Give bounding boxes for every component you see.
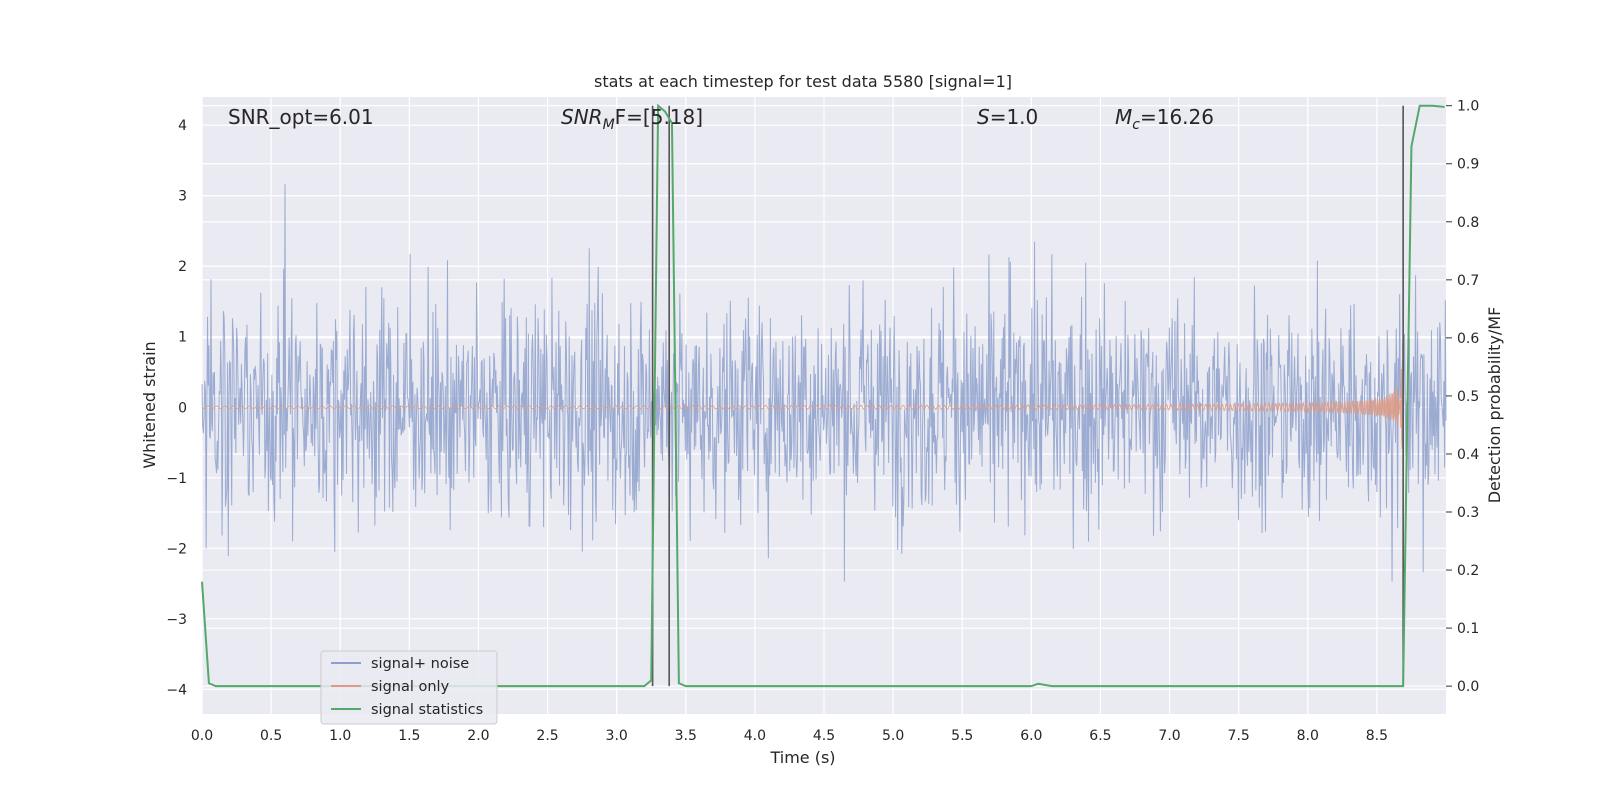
snr-mf-annotation: SNRMF=[5.18] <box>561 105 703 133</box>
y-right-tick-label: 0.9 <box>1457 157 1479 173</box>
y-tick-label: 1 <box>178 330 187 346</box>
legend-box <box>320 650 498 725</box>
x-tick-label: 0.5 <box>260 728 282 744</box>
y-tick-label: 2 <box>178 259 187 275</box>
mc-annotation: Mc=16.26 <box>1115 105 1214 133</box>
legend: signal+ noise signal only signal statist… <box>320 650 498 725</box>
x-tick-label: 7.5 <box>1228 728 1250 744</box>
x-tick-label: 8.5 <box>1366 728 1388 744</box>
series-signal-only <box>201 343 1404 449</box>
series-signal-noise <box>201 184 1447 582</box>
x-tick-label: 2.0 <box>467 728 489 744</box>
snr-mf-sub: M <box>603 117 615 133</box>
y-tick-label: −2 <box>166 541 187 557</box>
x-axis-label: Time (s) <box>769 748 835 767</box>
x-tick-label: 5.5 <box>951 728 973 744</box>
signal-statistics-line <box>201 103 1445 688</box>
x-tick-label: 4.5 <box>813 728 835 744</box>
mc-main: M <box>1115 105 1132 129</box>
y-tick-label: −3 <box>166 612 187 628</box>
mc-rest: =16.26 <box>1140 105 1214 129</box>
mc-sub: c <box>1132 117 1140 133</box>
y-tick-label: −4 <box>166 682 187 698</box>
x-tick-label: 6.0 <box>1020 728 1042 744</box>
legend-label-signal-statistics: signal statistics <box>371 702 483 718</box>
y-right-tick-label: 0.3 <box>1457 505 1479 521</box>
signal-only-line <box>201 343 1404 449</box>
legend-label-signal-noise: signal+ noise <box>371 656 469 672</box>
x-tick-label: 3.5 <box>675 728 697 744</box>
x-tick-label: 4.0 <box>744 728 766 744</box>
signal-noise-line <box>201 184 1447 582</box>
x-tick-label: 6.5 <box>1089 728 1111 744</box>
y-right-tick-label: 0.1 <box>1457 621 1479 637</box>
y-right-tick-label: 0.5 <box>1457 389 1479 405</box>
snr-opt-annotation: SNR_opt=6.01 <box>228 105 374 129</box>
y-right-tick-label: 0.7 <box>1457 273 1479 289</box>
y-right-tick-label: 1.0 <box>1457 99 1479 115</box>
x-tick-label: 0.0 <box>191 728 213 744</box>
snr-mf-rest: F=[5.18] <box>615 105 703 129</box>
y-tick-label: 4 <box>178 118 187 134</box>
axis-ticks: 0.0 0.5 1.0 1.5 2.0 2.5 3.0 3.5 4.0 4.5 5.0 5.5 6.0 6… <box>166 99 1479 744</box>
y-axis-label: Whitened strain <box>140 341 159 468</box>
chart-title: stats at each timestep for test data 558… <box>594 72 1012 91</box>
y-axis-right-label: Detection probability/MF <box>1485 307 1504 504</box>
x-tick-label: 2.5 <box>536 728 558 744</box>
y-tick-label: −1 <box>166 471 187 487</box>
s-rest: =1.0 <box>990 105 1039 129</box>
y-right-tick-label: 0.6 <box>1457 331 1479 347</box>
y-right-tick-label: 0.2 <box>1457 563 1479 579</box>
s-main: S <box>977 105 990 129</box>
x-tick-label: 1.0 <box>329 728 351 744</box>
x-tick-label: 1.5 <box>398 728 420 744</box>
y-right-tick-label: 0.4 <box>1457 447 1479 463</box>
x-tick-label: 8.0 <box>1297 728 1319 744</box>
y-tick-label: 3 <box>178 189 187 205</box>
s-annotation: S=1.0 <box>977 105 1038 129</box>
series-signal-statistics <box>201 103 1445 688</box>
snr-mf-main: SNR <box>561 105 603 129</box>
x-tick-label: 5.0 <box>882 728 904 744</box>
y-tick-label: 0 <box>178 400 187 416</box>
x-tick-label: 7.0 <box>1158 728 1180 744</box>
legend-label-signal-only: signal only <box>371 679 450 695</box>
x-tick-label: 3.0 <box>606 728 628 744</box>
y-right-tick-label: 0.8 <box>1457 215 1479 231</box>
y-right-tick-label: 0.0 <box>1457 679 1479 695</box>
